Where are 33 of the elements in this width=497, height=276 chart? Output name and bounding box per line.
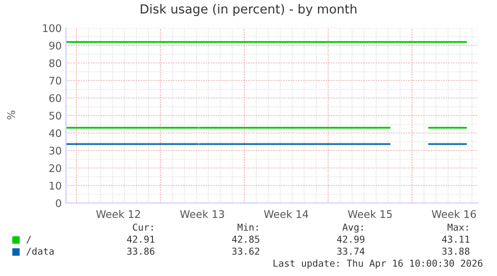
x-tick-label: Week 13	[180, 210, 224, 218]
legend-label: /	[26, 236, 31, 244]
text: Max:	[448, 224, 468, 231]
chart-title: Disk usage (in percent) - by month	[140, 4, 356, 16]
text: 43.11	[442, 236, 470, 243]
x-tick-label: Week 12	[96, 210, 140, 218]
y-tick-label: 60	[49, 94, 62, 102]
y-tick-label: 90	[49, 42, 62, 50]
text: 42.99	[337, 236, 364, 243]
text: 33.62	[232, 248, 260, 255]
y-tick-label: 10	[50, 182, 62, 190]
y-tick-label: 80	[49, 59, 62, 68]
text: Last update: Thu Apr 16 10:00:30 2026	[274, 259, 482, 269]
text: Cur:	[132, 224, 153, 231]
y-tick-label: 0	[56, 199, 62, 208]
x-tick-label: Week 14	[264, 210, 308, 218]
x-tick-label: Week 15	[348, 210, 392, 218]
text: 33.88	[442, 248, 470, 255]
text: 42.91	[127, 236, 154, 243]
text: Avg:	[342, 224, 363, 233]
legend-label: /data	[26, 247, 54, 256]
x-tick-label: Week 16	[432, 210, 476, 218]
y-axis-title: %	[7, 110, 16, 120]
y-tick-label: 40	[49, 129, 62, 138]
y-tick-label: 20	[49, 164, 62, 172]
y-tick-label: 70	[49, 76, 62, 85]
y-tick-label: 30	[49, 146, 62, 155]
y-tick-label: 100	[43, 24, 62, 32]
text: 33.74	[337, 248, 365, 255]
text: Min:	[238, 223, 258, 231]
text: 33.86	[127, 248, 154, 255]
text: 42.85	[232, 236, 260, 243]
y-tick-label: 50	[49, 112, 62, 120]
